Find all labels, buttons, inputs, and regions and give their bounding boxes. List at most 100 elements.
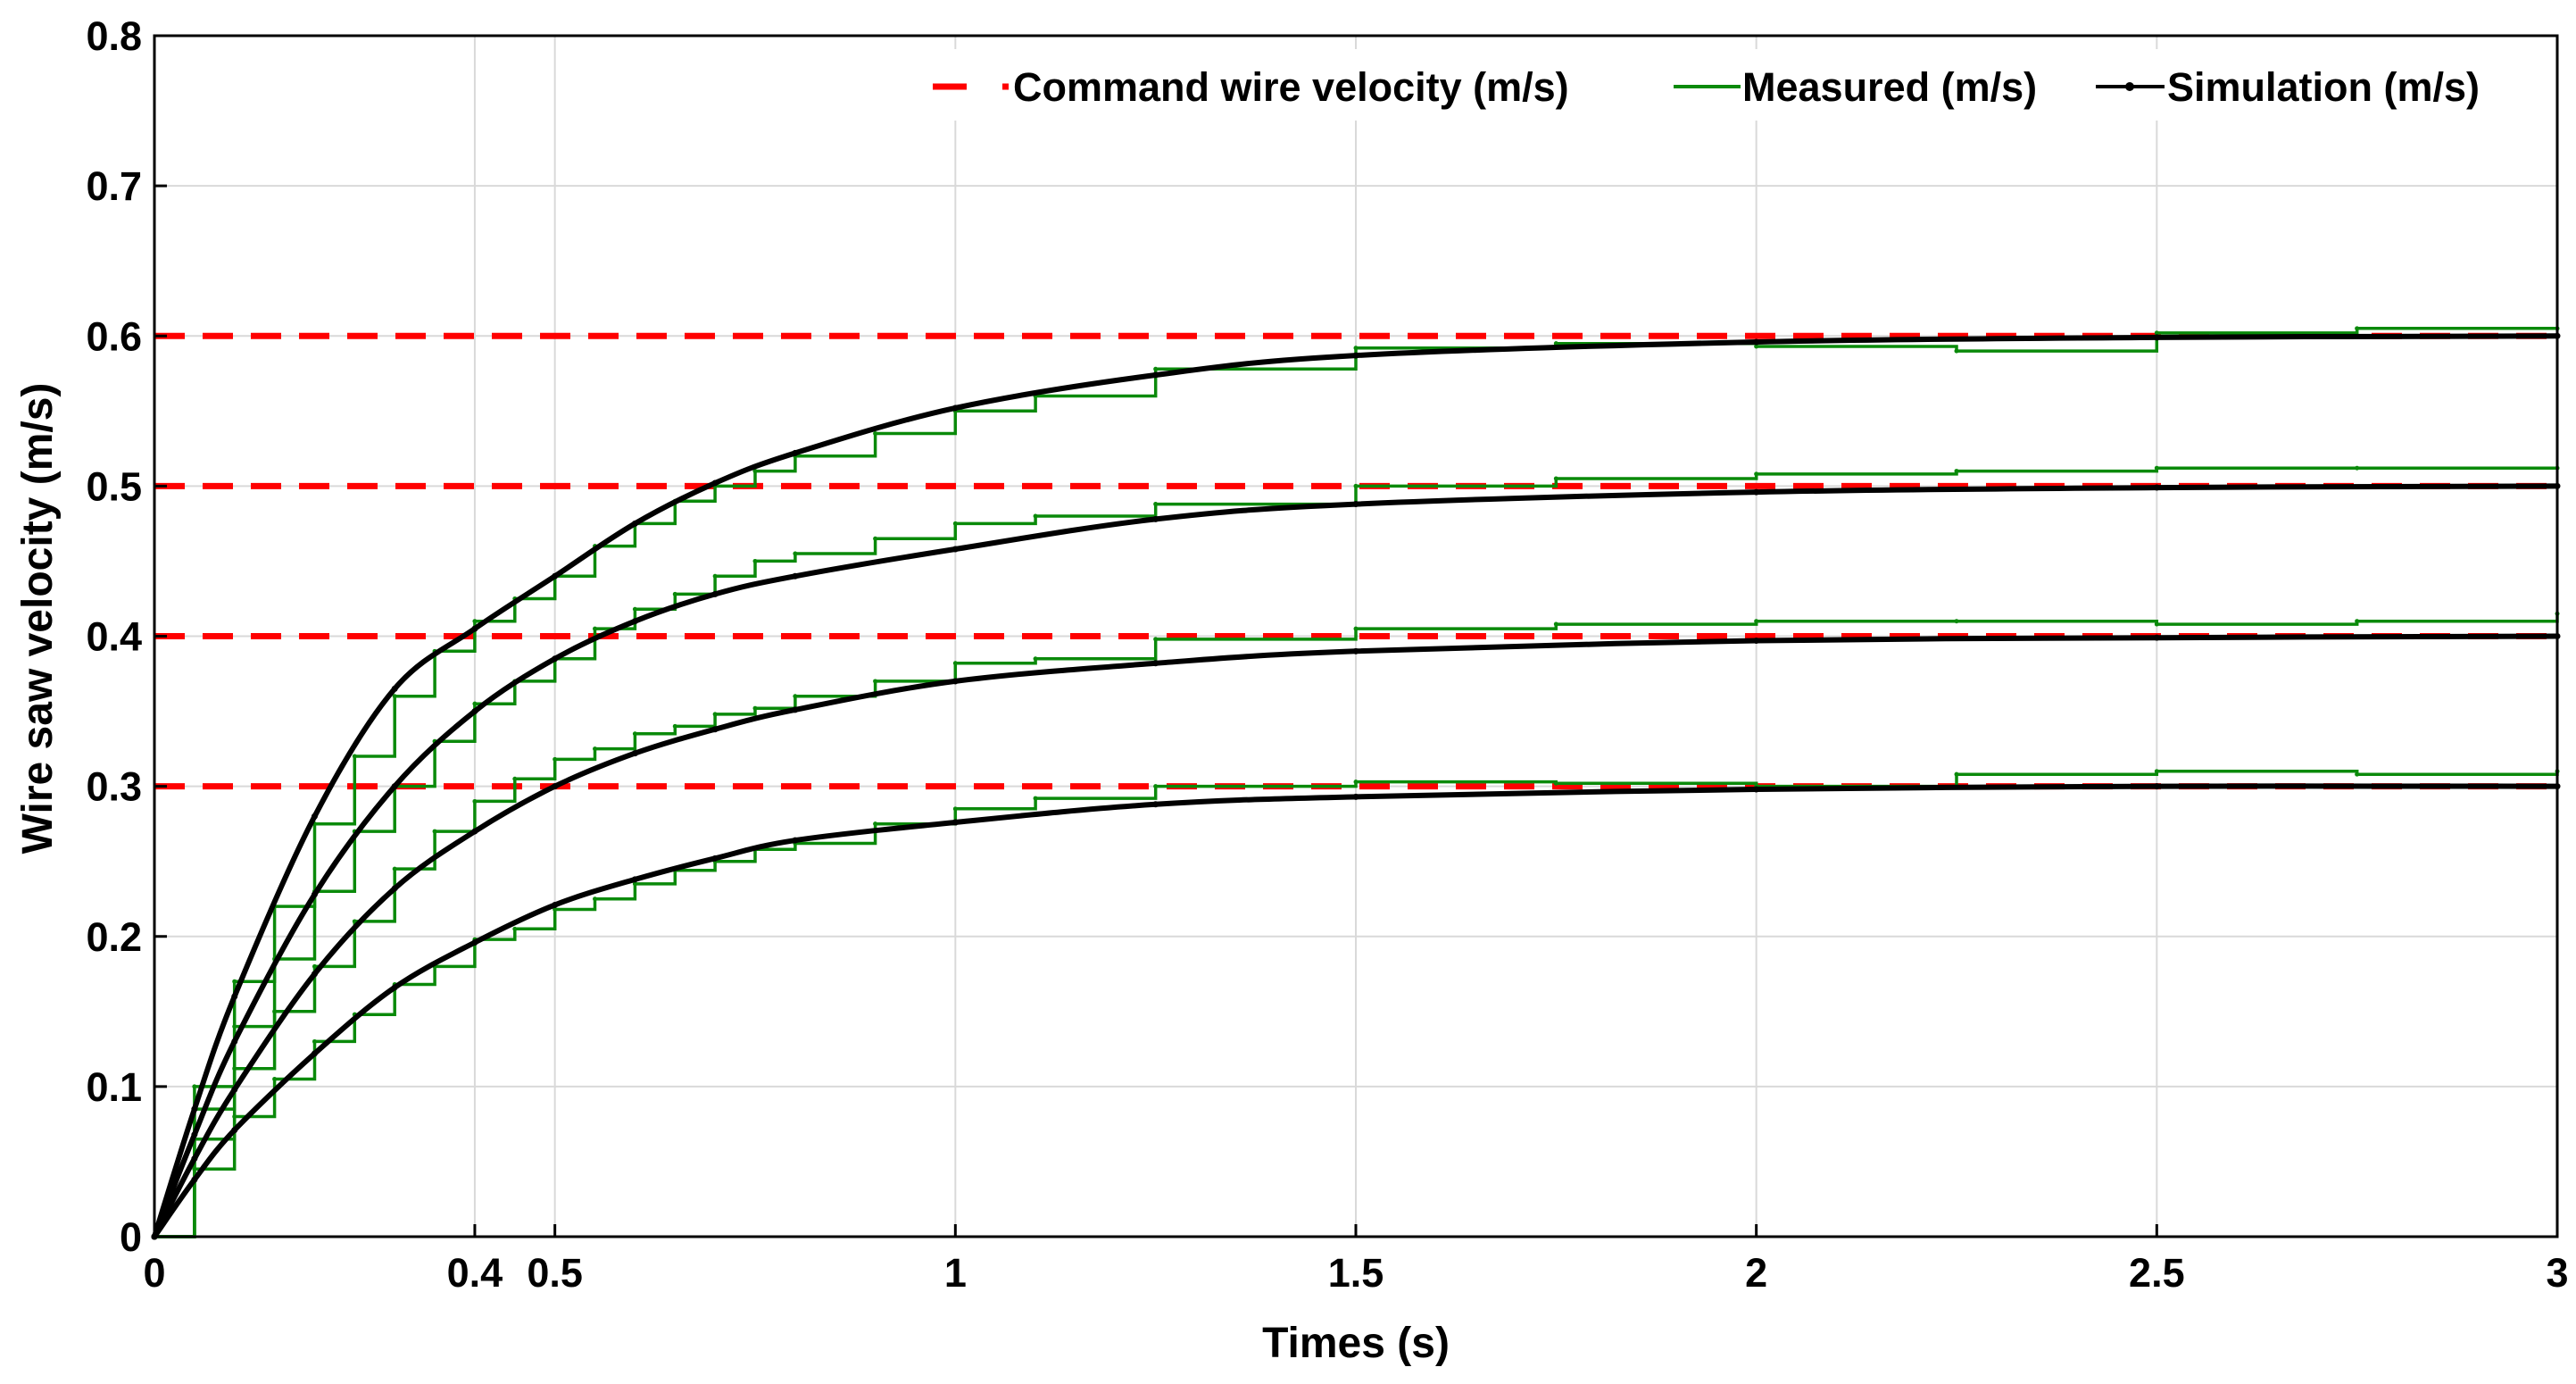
point-simulation-0-5 [231, 1038, 238, 1045]
point-simulation-0-4 [631, 750, 638, 757]
point-simulation-0-6 [471, 625, 478, 632]
x-tick-label: 1 [944, 1250, 967, 1296]
point-simulation-0-6 [552, 572, 559, 579]
point-measured-0-4 [632, 731, 637, 737]
series-measured-0-6 [154, 327, 2557, 1238]
legend-command-label: Command wire velocity (m/s) [1013, 64, 1569, 110]
point-measured-0-6 [472, 619, 478, 624]
point-simulation-0-4 [1753, 638, 1760, 645]
point-measured-0-4 [593, 746, 598, 752]
y-tick-label: 0.4 [86, 614, 142, 660]
point-measured-0-4 [1153, 637, 1159, 642]
point-measured-0-4 [553, 756, 558, 762]
x-tick-label: 2 [1745, 1250, 1767, 1296]
point-simulation-0-4 [951, 678, 959, 685]
point-measured-0-5 [712, 573, 718, 579]
point-measured-0-4 [1954, 619, 1959, 624]
point-simulation-0-3 [1352, 793, 1359, 800]
point-simulation-0-6 [631, 520, 638, 527]
point-measured-0-3 [1553, 780, 1558, 786]
point-simulation-0-6 [191, 1105, 198, 1113]
point-simulation-0-6 [1152, 371, 1159, 379]
x-tick-label: 3 [2546, 1250, 2568, 1296]
point-measured-0-4 [432, 829, 437, 834]
axis-ticks: 0 0.4 0.5 1 1.5 2 2.5 3 0 0.1 0.2 0.3 0.4 0.5 0.6 0.7 0.… [86, 13, 2568, 1296]
point-simulation-0-4 [231, 1086, 238, 1093]
point-simulation-0-5 [711, 590, 719, 597]
point-simulation-0-5 [1152, 515, 1159, 522]
point-measured-0-5 [952, 521, 958, 526]
point-simulation-0-5 [391, 783, 398, 790]
point-measured-0-3 [1954, 771, 1959, 777]
point-measured-0-4 [1353, 626, 1359, 631]
point-simulation-0-4 [471, 828, 478, 835]
point-measured-0-5 [672, 591, 677, 596]
point-simulation-0-4 [1152, 660, 1159, 667]
point-measured-0-3 [2154, 769, 2159, 774]
point-measured-0-5 [472, 701, 478, 706]
y-tick-label: 0.8 [86, 13, 142, 59]
point-measured-0-6 [1353, 346, 1359, 351]
point-simulation-0-5 [631, 618, 638, 625]
x-tick-label: 0 [143, 1250, 165, 1296]
point-measured-0-5 [1353, 483, 1359, 488]
point-simulation-0-6 [711, 479, 719, 487]
point-measured-0-5 [2355, 465, 2360, 471]
y-tick-label: 0.7 [86, 163, 142, 209]
y-tick-label: 0.5 [86, 463, 142, 509]
point-simulation-0-3 [631, 876, 638, 883]
point-measured-0-5 [793, 551, 798, 556]
point-measured-0-6 [2154, 330, 2159, 336]
point-measured-0-4 [1754, 619, 1759, 624]
series-simulation-0-3 [152, 783, 2558, 1238]
point-measured-0-3 [593, 896, 598, 902]
point-simulation-0-4 [792, 706, 799, 713]
point-measured-0-4 [392, 866, 397, 871]
point-simulation-0-6 [391, 685, 398, 692]
x-axis-label: Times (s) [1262, 1320, 1450, 1367]
point-measured-0-3 [553, 906, 558, 912]
point-measured-0-3 [632, 881, 637, 887]
point-measured-0-5 [632, 606, 637, 612]
point-simulation-0-5 [1753, 488, 1760, 496]
point-measured-0-6 [1754, 344, 1759, 349]
point-measured-0-5 [1754, 471, 1759, 477]
point-simulation-0-3 [391, 984, 398, 991]
point-measured-0-6 [1954, 348, 1959, 354]
point-simulation-0-6 [792, 449, 799, 456]
point-simulation-0-3 [711, 855, 719, 862]
point-simulation-0-5 [311, 891, 318, 898]
series-layer [151, 326, 2561, 1240]
y-tick-label: 0.6 [86, 313, 142, 359]
x-tick-label: 2.5 [2129, 1250, 2185, 1296]
point-simulation-0-5 [1352, 501, 1359, 508]
point-simulation-0-6 [231, 993, 238, 1000]
point-simulation-0-5 [2153, 484, 2160, 491]
point-measured-0-6 [1153, 366, 1159, 371]
point-simulation-0-6 [1753, 338, 1760, 346]
point-measured-0-6 [352, 754, 357, 759]
point-simulation-0-5 [471, 708, 478, 715]
point-measured-0-6 [2355, 326, 2360, 331]
point-simulation-0-6 [1352, 352, 1359, 359]
point-simulation-0-6 [311, 813, 318, 820]
point-measured-0-5 [1553, 476, 1558, 481]
point-simulation-0-4 [1352, 647, 1359, 654]
point-simulation-0-3 [1753, 786, 1760, 793]
point-measured-0-3 [1153, 784, 1159, 789]
point-simulation-0-3 [792, 837, 799, 844]
point-measured-0-3 [1033, 796, 1038, 801]
y-tick-label: 0.1 [86, 1064, 142, 1110]
point-simulation-0-3 [951, 819, 959, 826]
x-tick-label: 1.5 [1328, 1250, 1384, 1296]
point-measured-0-4 [2355, 619, 2360, 624]
point-measured-0-5 [1153, 502, 1159, 507]
point-measured-0-4 [1033, 656, 1038, 662]
point-simulation-0-5 [552, 655, 559, 663]
point-simulation-0-5 [951, 546, 959, 553]
point-measured-0-5 [873, 536, 878, 541]
x-tick-label: 0.5 [527, 1250, 583, 1296]
series-measured-0-3 [154, 770, 2559, 1238]
